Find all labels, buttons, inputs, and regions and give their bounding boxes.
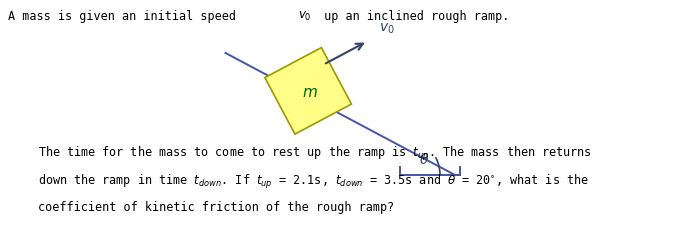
Polygon shape [265, 48, 351, 134]
Text: $v_{\mathit{0}}$: $v_{\mathit{0}}$ [297, 10, 311, 23]
Text: coefficient of kinetic friction of the rough ramp?: coefficient of kinetic friction of the r… [38, 201, 394, 214]
Text: A mass is given an initial speed: A mass is given an initial speed [8, 10, 243, 23]
Text: $\theta$: $\theta$ [419, 152, 429, 167]
Text: down the ramp in time $t_{down}$. If $t_{up}$ = 2.1s, $t_{down}$ = 3.5s and $\th: down the ramp in time $t_{down}$. If $t_… [38, 173, 589, 191]
Text: The time for the mass to come to rest up the ramp is $t_{up}$. The mass then ret: The time for the mass to come to rest up… [38, 145, 592, 163]
Text: $v_0$: $v_0$ [379, 22, 395, 36]
Text: $m$: $m$ [302, 86, 318, 100]
Text: up an inclined rough ramp.: up an inclined rough ramp. [317, 10, 509, 23]
